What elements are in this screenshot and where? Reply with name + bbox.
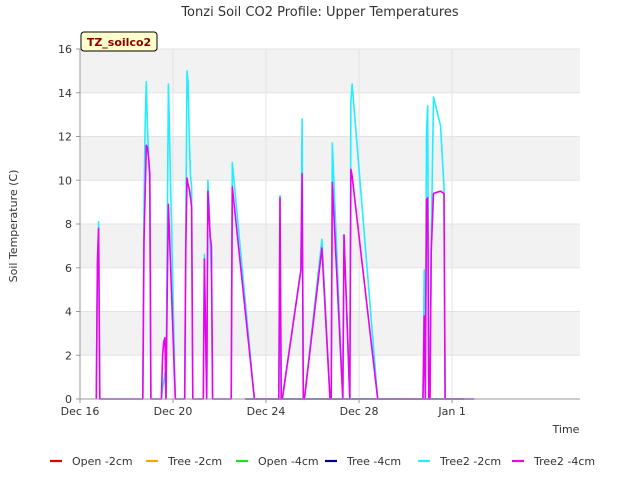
- y-tick-label: 10: [58, 174, 72, 187]
- x-tick-label: Dec 28: [340, 405, 379, 418]
- site-badge-box: [80, 31, 158, 52]
- y-tick-label: 4: [65, 306, 72, 319]
- legend-label-tree-2cm: Tree -2cm: [167, 455, 222, 468]
- plot-band: [80, 49, 580, 93]
- x-tick-label: Dec 24: [247, 405, 286, 418]
- y-tick-label: 2: [65, 349, 72, 362]
- legend-label-tree2-2cm: Tree2 -2cm: [439, 455, 501, 468]
- site-badge: TZ_soilco2: [80, 31, 158, 52]
- plot-band: [80, 136, 580, 181]
- legend-label-tree-4cm: Tree -4cm: [346, 455, 401, 468]
- y-tick-label: 12: [58, 131, 72, 144]
- y-tick-label: 14: [58, 87, 72, 100]
- y-tick-label: 8: [65, 218, 72, 231]
- series-line-tree2-4cm: [95, 144, 475, 400]
- plot-band: [80, 311, 580, 356]
- x-tick-label: Dec 16: [61, 405, 100, 418]
- legend-label-tree2-4cm: Tree2 -4cm: [533, 455, 595, 468]
- plot-band: [80, 224, 580, 268]
- y-tick-label: 0: [65, 393, 72, 406]
- axes: 0 2 4 6 8 10 12 14 16 Dec 16 Dec 20 Dec 24 Dec 28 Jan…: [58, 43, 580, 418]
- chart-title: Tonzi Soil CO2 Profile: Upper Temperatur…: [180, 5, 459, 20]
- legend: Open -2cm Tree -2cm Open -4cm Tree -4cm Tree…: [50, 455, 595, 468]
- y-tick-label: 16: [58, 43, 72, 56]
- series-line-tree2-2cm: [95, 70, 475, 400]
- y-tick-label: 6: [65, 262, 72, 275]
- x-tick-label: Dec 20: [154, 405, 193, 418]
- x-axis-label: Time: [552, 423, 580, 436]
- legend-label-open-4cm: Open -4cm: [258, 455, 319, 468]
- y-axis-label: Soil Temperature (C): [7, 170, 20, 283]
- x-tick-label: Jan 1: [437, 405, 465, 418]
- site-badge-label: TZ_soilco2: [87, 36, 151, 49]
- legend-label-open-2cm: Open -2cm: [72, 455, 133, 468]
